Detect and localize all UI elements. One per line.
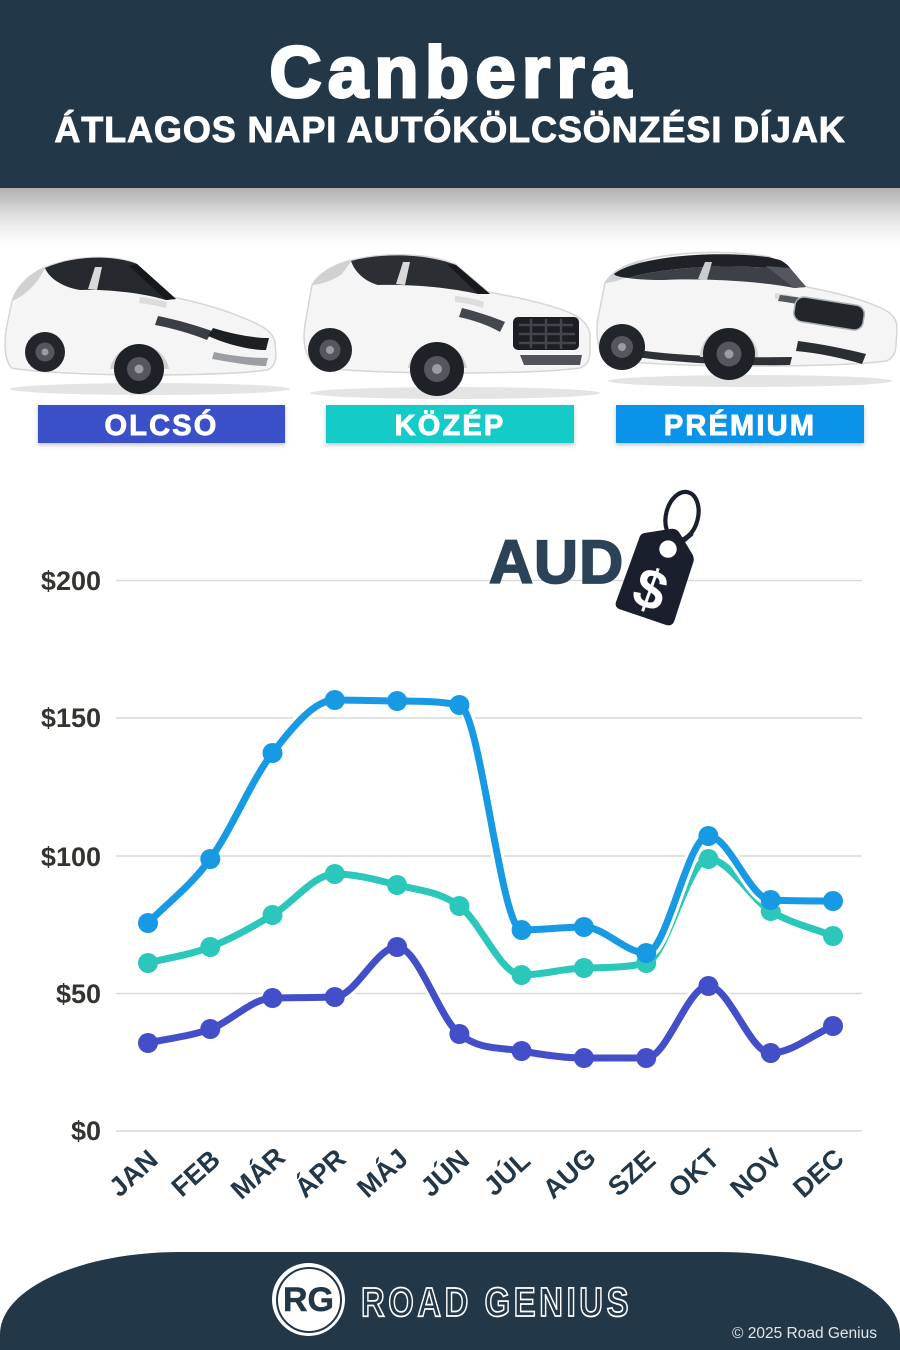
svg-text:ÁPR: ÁPR <box>288 1142 351 1203</box>
svg-text:SZE: SZE <box>602 1145 661 1202</box>
svg-text:$100: $100 <box>41 842 101 872</box>
svg-text:JÚN: JÚN <box>414 1143 475 1202</box>
svg-text:NOV: NOV <box>724 1143 788 1204</box>
svg-text:DEC: DEC <box>787 1143 849 1203</box>
svg-text:AUG: AUG <box>537 1142 602 1204</box>
svg-text:JÚL: JÚL <box>477 1144 536 1201</box>
svg-text:$0: $0 <box>71 1116 101 1146</box>
svg-text:$200: $200 <box>41 566 101 596</box>
svg-text:JAN: JAN <box>103 1144 163 1202</box>
svg-text:$50: $50 <box>56 979 101 1009</box>
svg-text:MÁJ: MÁJ <box>351 1142 414 1203</box>
svg-text:MÁR: MÁR <box>224 1141 290 1205</box>
svg-text:FEB: FEB <box>166 1144 226 1202</box>
svg-text:$150: $150 <box>41 703 101 733</box>
svg-text:OKT: OKT <box>663 1143 726 1204</box>
